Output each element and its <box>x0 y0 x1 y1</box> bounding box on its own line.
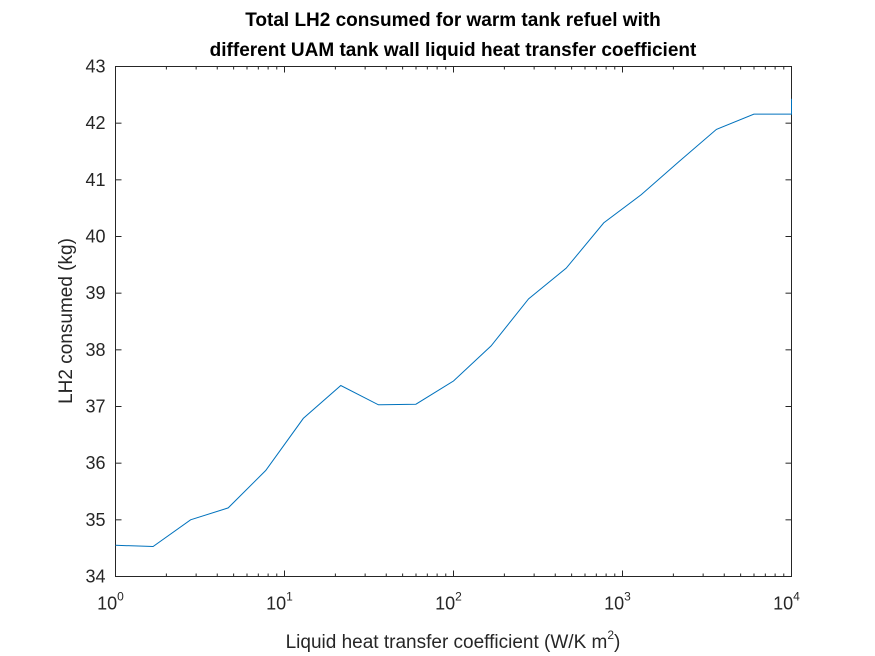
chart-title-line-2: different UAM tank wall liquid heat tran… <box>210 40 697 61</box>
y-tick-label: 36 <box>85 453 105 473</box>
x-tick-label: 102 <box>435 590 462 614</box>
y-tick-label: 43 <box>85 57 105 77</box>
x-tick-label-base: 10 <box>435 594 455 614</box>
x-axis-label-text: Liquid heat transfer coefficient (W/K m <box>286 632 608 653</box>
y-tick-label: 42 <box>85 113 105 133</box>
y-tick-label: 39 <box>85 283 105 303</box>
x-axis: 100 101 102 103 104 <box>97 66 800 614</box>
y-axis: 34 35 36 37 38 39 40 41 42 43 <box>85 57 792 587</box>
y-tick-label: 38 <box>85 340 105 360</box>
x-tick-label: 103 <box>604 590 631 614</box>
x-tick-label-base: 10 <box>266 594 286 614</box>
y-tick-label: 34 <box>85 567 105 587</box>
x-tick-label-exponent: 4 <box>793 590 800 604</box>
x-tick-label-base: 10 <box>604 594 624 614</box>
plot-area-box <box>115 66 792 577</box>
x-axis-label: Liquid heat transfer coefficient (W/K m2… <box>286 628 621 653</box>
y-tick-label: 41 <box>85 170 105 190</box>
x-tick-label: 101 <box>266 590 293 614</box>
y-tick-label: 35 <box>85 510 105 530</box>
x-tick-label-base: 10 <box>97 594 117 614</box>
x-tick-label-exponent: 3 <box>624 590 631 604</box>
x-tick-label-exponent: 1 <box>286 590 293 604</box>
series-line-lh2-consumed <box>115 98 792 548</box>
y-axis-label: LH2 consumed (kg) <box>56 238 77 404</box>
y-tick-label: 40 <box>85 227 105 247</box>
x-axis-label-close: ) <box>614 632 620 653</box>
y-tick-label: 37 <box>85 397 105 417</box>
chart-title-line-1: Total LH2 consumed for warm tank refuel … <box>245 10 661 31</box>
x-tick-label-exponent: 2 <box>455 590 462 604</box>
x-axis-label-superscript: 2 <box>607 628 614 642</box>
x-tick-label: 104 <box>773 590 800 614</box>
x-tick-label: 100 <box>97 590 124 614</box>
x-tick-label-exponent: 0 <box>117 590 124 604</box>
x-tick-label-base: 10 <box>773 594 793 614</box>
